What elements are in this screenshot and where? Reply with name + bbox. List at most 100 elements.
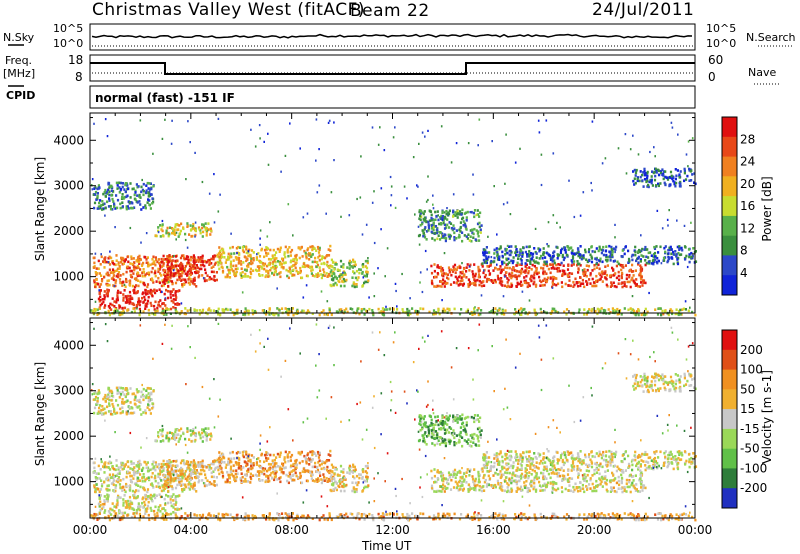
heatmap-cell [537,247,540,250]
heatmap-cell [146,290,150,293]
heatmap-cell [306,452,310,455]
heatmap-cell [113,510,116,513]
heatmap-cell [513,269,516,272]
heatmap-cell [430,230,433,234]
heatmap-cell [187,281,190,285]
heatmap-cell [599,310,602,313]
heatmap-cell [299,476,302,480]
heatmap-cell [351,471,354,474]
heatmap-cell [186,246,189,249]
heatmap-cell [111,413,114,416]
heatmap-cell [160,228,163,231]
heatmap-cell [352,264,355,267]
heatmap-cell [448,237,451,240]
heatmap-cell [466,210,469,214]
heatmap-cell [229,254,232,258]
heatmap-cell [191,264,194,267]
heatmap-cell [441,282,444,286]
heatmap-cell [566,253,569,257]
heatmap-cell [105,272,108,276]
heatmap-cell [189,266,193,270]
heatmap-cell [179,268,182,271]
heatmap-cell [215,271,218,274]
heatmap-cell [314,256,317,260]
heatmap-cell [373,190,375,193]
heatmap-cell [142,268,145,271]
heatmap-cell [145,261,148,264]
heatmap-cell [215,476,218,479]
heatmap-cell [187,466,190,469]
heatmap-cell [172,294,175,297]
heatmap-cell [583,268,586,271]
heatmap-cell [237,245,240,249]
heatmap-cell [276,260,280,263]
heatmap-cell [129,294,132,298]
heatmap-cell [138,301,141,304]
heatmap-cell [204,473,207,476]
heatmap-cell [117,263,120,266]
heatmap-cell [240,468,243,471]
heatmap-cell [443,310,446,314]
heatmap-cell [121,489,124,492]
heatmap-cell [301,265,304,268]
heatmap-cell [227,258,230,261]
heatmap-cell [653,245,656,249]
heatmap-cell [177,469,180,473]
heatmap-cell [302,467,305,471]
heatmap-cell [417,225,420,228]
heatmap-cell [158,261,161,265]
heatmap-cell [212,470,215,473]
heatmap-cell [552,152,555,155]
heatmap-cell [275,251,278,254]
heatmap-cell [135,305,138,309]
heatmap-cell [94,476,97,479]
heatmap-cell [439,238,442,241]
heatmap-cell [148,203,151,206]
heatmap-cell [114,226,116,229]
heatmap-cell [172,272,175,275]
heatmap-cell [220,255,224,259]
heatmap-cell [251,466,254,470]
heatmap-cell [320,290,323,293]
heatmap-cell [692,247,695,250]
heatmap-cell [121,201,124,204]
heatmap-cell [432,309,436,312]
heatmap-cell [116,273,119,277]
heatmap-cell [271,272,274,275]
heatmap-cell [159,272,162,275]
heatmap-cell [361,265,365,269]
heatmap-cell [477,265,480,269]
heatmap-cell [112,200,115,203]
heatmap-cell [126,309,129,312]
heatmap-cell [129,206,133,210]
heatmap-cell [617,312,621,316]
heatmap-cell [362,468,365,471]
noise-panel-frame [89,23,696,51]
heatmap-cell [310,470,314,474]
heatmap-cell [227,255,230,259]
heatmap-cell [597,263,600,267]
heatmap-cell [144,302,147,306]
heatmap-cell [268,308,271,311]
heatmap-cell [496,312,499,316]
heatmap-cell [268,313,271,316]
heatmap-cell [194,462,197,466]
heatmap-cell [177,228,180,231]
heatmap-cell [595,258,598,261]
heatmap-cell [530,275,533,278]
heatmap-cell [608,250,611,254]
heatmap-cell [152,289,155,292]
heatmap-cell [580,257,583,261]
heatmap-cell [188,283,191,286]
heatmap-cell [128,484,131,488]
heatmap-cell [289,475,292,478]
heatmap-cell [310,477,313,480]
heatmap-cell [158,473,162,476]
heatmap-cell [157,303,160,307]
heatmap-cell [452,215,455,218]
heatmap-cell [191,469,194,472]
heatmap-cell [127,392,130,396]
heatmap-cell [201,465,204,469]
heatmap-cell [335,488,338,492]
heatmap-cell [288,246,291,249]
